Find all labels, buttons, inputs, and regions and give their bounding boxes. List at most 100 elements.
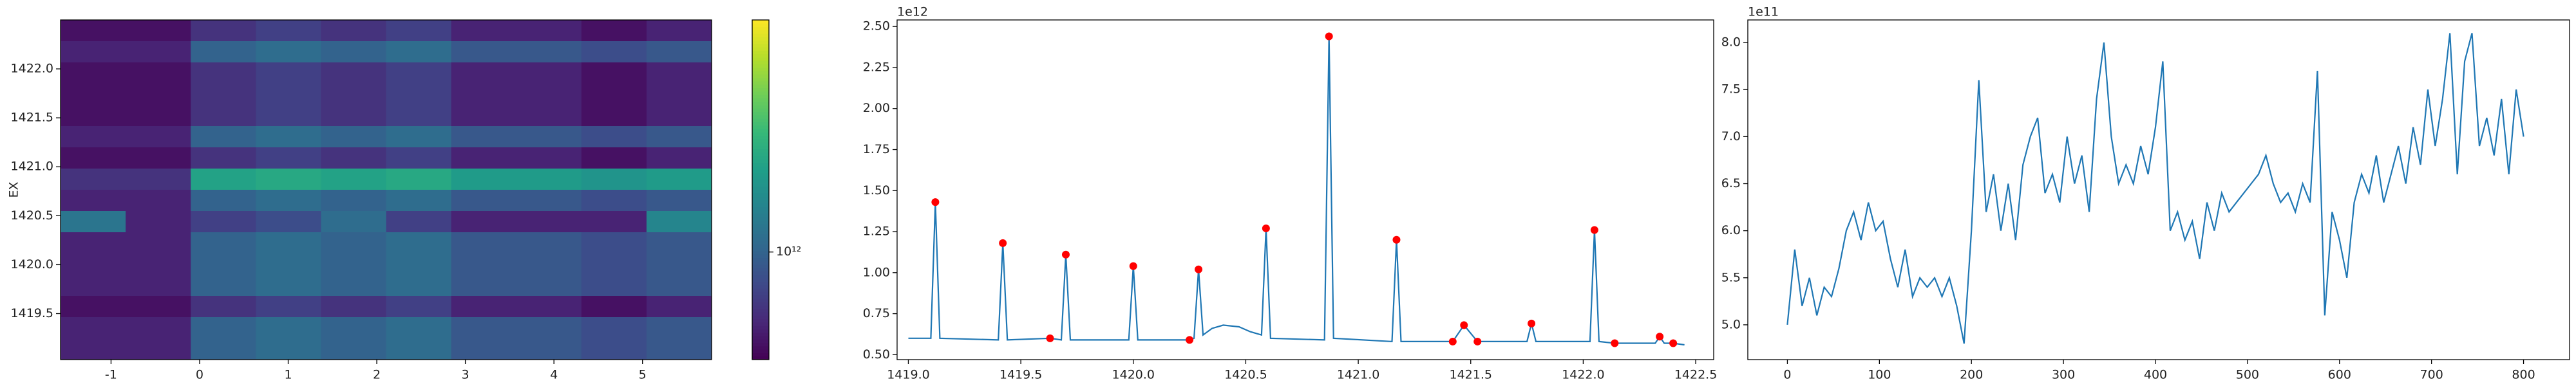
colorbar-gradient <box>752 23 769 28</box>
colorbar-gradient <box>752 332 769 336</box>
heatmap-cell <box>581 296 647 318</box>
heatmap-cell <box>321 253 386 275</box>
heatmap-cell <box>646 84 712 106</box>
heatmap-cell <box>61 338 126 360</box>
heatmap-cell <box>126 253 191 275</box>
heatmap-cell <box>451 20 517 42</box>
colorbar-gradient <box>752 186 769 190</box>
heatmap-cell <box>61 84 126 106</box>
heatmap-cell <box>256 105 321 127</box>
heatmap-cell <box>321 211 386 233</box>
heatmap-cell <box>516 62 582 84</box>
heatmap-cell <box>646 211 712 233</box>
heatmap-cell <box>61 41 126 63</box>
colorbar-gradient <box>752 241 769 244</box>
x-tick-label: 5 <box>639 368 647 382</box>
colorbar-gradient <box>752 81 769 85</box>
heatmap-cell <box>451 296 517 318</box>
heatmap-cell <box>321 147 386 169</box>
y-tick-label: 1.25 <box>863 225 890 239</box>
heatmap-cell <box>126 296 191 318</box>
y-tick-label: 6.5 <box>1721 176 1741 190</box>
colorbar-gradient <box>752 156 769 160</box>
colorbar-gradient <box>752 101 769 106</box>
heatmap-cell <box>516 253 582 275</box>
colorbar-gradient <box>752 275 769 279</box>
y-tick-label: 8.0 <box>1721 35 1741 50</box>
heatmap-cell <box>61 211 126 233</box>
y-tick-label: 1421.5 <box>11 111 53 125</box>
colorbar-gradient <box>752 339 769 344</box>
colorbar-gradient <box>752 57 769 61</box>
heatmap-cell <box>646 20 712 42</box>
y-tick-label: 1422.0 <box>11 62 53 76</box>
heatmap-cell <box>191 84 256 106</box>
heatmap-cell <box>191 275 256 297</box>
peak-marker <box>1448 337 1457 345</box>
heatmap-cell <box>581 169 647 190</box>
heatmap-cell <box>321 338 386 360</box>
heatmap-cell <box>386 211 452 233</box>
heatmap-cell <box>451 169 517 190</box>
heatmap-cell <box>646 338 712 360</box>
y-tick-label: 0.50 <box>863 347 890 362</box>
colorbar-gradient <box>752 128 769 133</box>
heatmap-cell <box>321 41 386 63</box>
colorbar-gradient <box>752 268 769 272</box>
colorbar-gradient <box>752 315 769 320</box>
heatmap-cell <box>581 232 647 254</box>
colorbar-gradient <box>752 138 769 143</box>
colorbar-gradient <box>752 50 769 55</box>
peak-marker <box>931 198 940 207</box>
colorbar-gradient <box>752 227 769 231</box>
heatmap-cell <box>581 20 647 42</box>
heatmap-cell <box>191 232 256 254</box>
colorbar-gradient <box>752 251 769 255</box>
axes-frame <box>60 19 712 360</box>
heatmap-cell <box>61 275 126 297</box>
heatmap-cell <box>191 190 256 212</box>
heatmap-cell <box>386 84 452 106</box>
colorbar-gradient <box>752 105 769 109</box>
x-tick-label: 1421.0 <box>1337 368 1379 382</box>
colorbar-gradient <box>752 342 769 347</box>
heatmap-cell <box>646 275 712 297</box>
heatmap-cell <box>386 147 452 169</box>
peak-marker <box>1473 337 1482 345</box>
plots: -1 0 1 2 3 4 5 1419.5 1420.0 1420.5 1421.0 1421.5 14… <box>7 5 2570 382</box>
heatmap-cell <box>646 126 712 148</box>
heatmap-cell <box>61 105 126 127</box>
heatmap-cell <box>256 232 321 254</box>
heatmap-cell <box>646 41 712 63</box>
heatmap-cell <box>191 169 256 190</box>
axes-frame <box>896 19 1714 360</box>
heatmap-cell <box>321 84 386 106</box>
y-tick-label: 2.25 <box>863 60 890 74</box>
colorbar-gradient <box>752 77 769 82</box>
heatmap-cell <box>581 253 647 275</box>
heatmap-cell <box>321 275 386 297</box>
colorbar-gradient <box>752 196 769 201</box>
colorbar-gradient <box>752 142 769 146</box>
colorbar-gradient <box>752 64 769 68</box>
peak-marker <box>1262 224 1270 232</box>
colorbar-gradient <box>752 295 769 299</box>
heatmap-cell <box>516 317 582 339</box>
colorbar-gradient <box>752 135 769 140</box>
colorbar-gradient <box>752 30 769 34</box>
colorbar-gradient <box>752 132 769 136</box>
x-tick-label: 700 <box>2420 368 2443 382</box>
heatmap-cell <box>321 296 386 318</box>
heatmap-cell <box>386 296 452 318</box>
heatmap-cell <box>256 126 321 148</box>
y-tick-label: 1419.5 <box>11 306 53 320</box>
heatmap-cell <box>61 126 126 148</box>
heatmap-cell <box>256 317 321 339</box>
heatmap-cell <box>516 232 582 254</box>
colorbar-gradient <box>752 305 769 309</box>
heatmap-cell <box>61 317 126 339</box>
colorbar-gradient <box>752 210 769 214</box>
heatmap-cell <box>126 147 191 169</box>
x-tick-label: 1419.0 <box>887 368 929 382</box>
y-tick-label: 7.5 <box>1721 82 1741 96</box>
